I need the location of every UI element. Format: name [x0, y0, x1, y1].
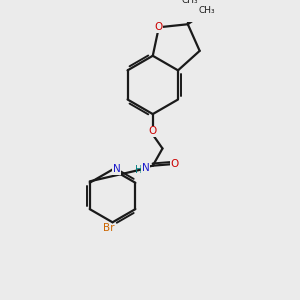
Text: CH₃: CH₃	[182, 0, 198, 5]
Text: CH₃: CH₃	[199, 6, 215, 15]
Text: O: O	[149, 126, 157, 136]
Text: N: N	[113, 164, 121, 174]
Text: Br: Br	[103, 223, 114, 233]
Text: O: O	[155, 22, 163, 32]
Text: H: H	[135, 165, 142, 175]
Text: O: O	[171, 159, 179, 169]
Text: N: N	[142, 164, 150, 173]
